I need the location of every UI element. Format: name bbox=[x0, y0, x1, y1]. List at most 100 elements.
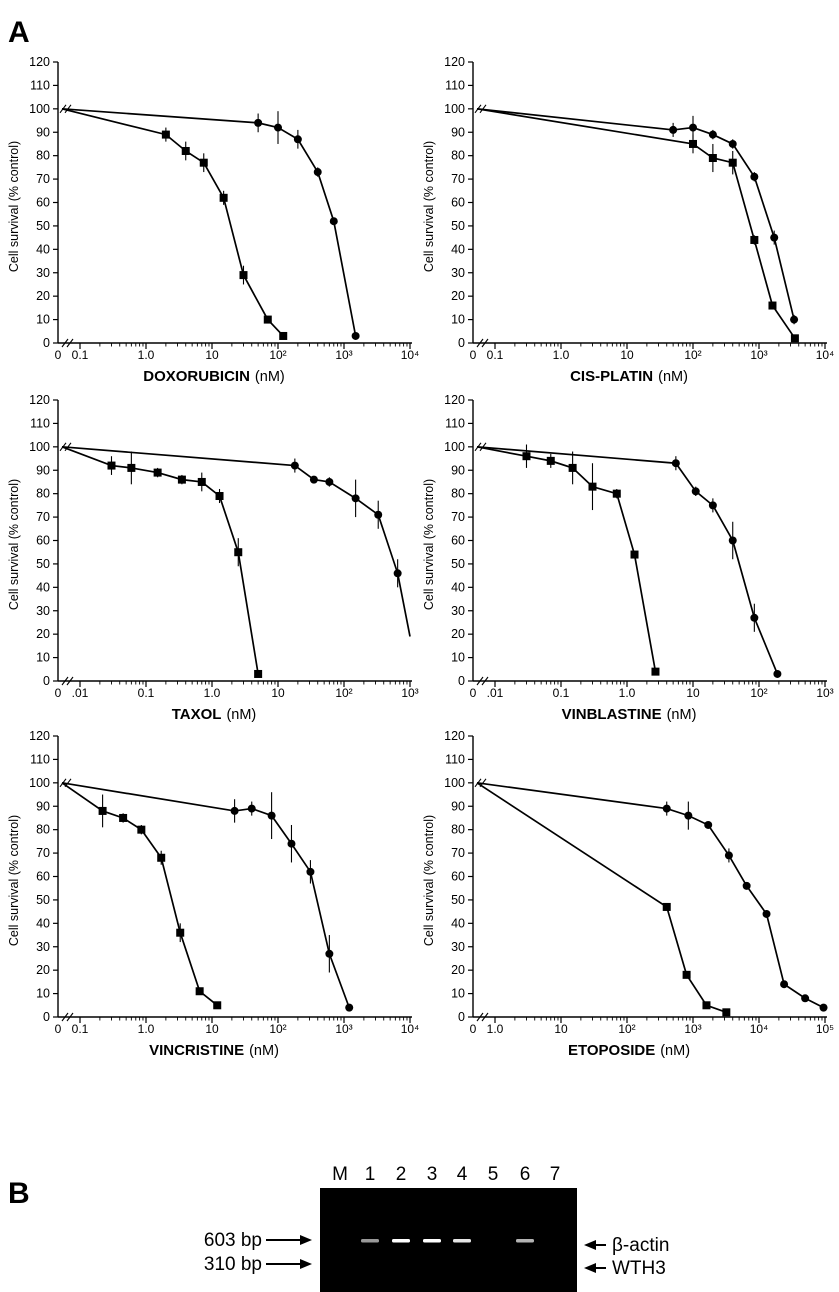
panel-b-label: B bbox=[8, 1177, 30, 1210]
arrow-head bbox=[300, 1235, 312, 1245]
data-point-circle bbox=[724, 851, 733, 860]
data-point-circle bbox=[662, 804, 671, 813]
gel-band bbox=[423, 1239, 441, 1243]
y-tick-label: 30 bbox=[36, 604, 50, 618]
y-tick-label: 110 bbox=[30, 416, 50, 430]
drug-unit: (nM) bbox=[667, 707, 697, 723]
y-tick-label: 0 bbox=[43, 674, 50, 688]
y-tick-label: 120 bbox=[29, 393, 50, 407]
y-tick-label: 90 bbox=[451, 125, 465, 139]
lane-label-6: 6 bbox=[520, 1164, 531, 1185]
data-point-circle bbox=[684, 811, 693, 820]
y-tick-label: 90 bbox=[36, 799, 50, 813]
x-tick-label: 10⁴ bbox=[750, 1022, 769, 1036]
x-tick-label: 0.1 bbox=[487, 348, 504, 362]
x-tick-label: 0 bbox=[470, 348, 477, 362]
y-axis-label: Cell survival (% control) bbox=[7, 479, 21, 610]
x-tick-label: 10³ bbox=[816, 686, 833, 700]
axis-break bbox=[481, 1012, 489, 1022]
y-tick-label: 90 bbox=[36, 463, 50, 477]
x-tick-label: 10 bbox=[205, 1022, 219, 1036]
data-point-square bbox=[213, 1001, 222, 1010]
data-point-square bbox=[239, 271, 248, 280]
y-tick-label: 90 bbox=[451, 463, 465, 477]
y-tick-label: 100 bbox=[29, 440, 50, 454]
y-tick-label: 10 bbox=[451, 651, 465, 665]
y-tick-label: 110 bbox=[445, 752, 465, 766]
drug-unit: (nM) bbox=[660, 1043, 690, 1059]
y-tick-label: 110 bbox=[30, 78, 50, 92]
y-tick-label: 110 bbox=[445, 416, 465, 430]
data-point-square bbox=[689, 139, 697, 148]
data-point-square bbox=[234, 548, 243, 557]
data-point-circle bbox=[267, 811, 276, 820]
data-point-circle bbox=[351, 331, 360, 340]
y-tick-label: 20 bbox=[36, 289, 50, 303]
data-point-square bbox=[682, 970, 691, 979]
drug-name: TAXOL bbox=[172, 706, 222, 723]
x-tick-label: 1.0 bbox=[487, 1022, 504, 1036]
gel-image bbox=[320, 1188, 577, 1292]
data-point-square bbox=[708, 154, 717, 163]
data-point-square bbox=[161, 130, 170, 139]
series-line bbox=[476, 107, 796, 339]
x-tick-label: 10³ bbox=[335, 348, 352, 362]
y-tick-label: 20 bbox=[451, 627, 465, 641]
data-point-circle bbox=[293, 135, 302, 144]
y-tick-label: 50 bbox=[451, 557, 465, 571]
x-tick-label: 10 bbox=[205, 348, 219, 362]
data-point-square bbox=[177, 475, 186, 484]
x-tick-label: 10² bbox=[684, 348, 701, 362]
lane-label-m: M bbox=[332, 1164, 348, 1185]
axis-break bbox=[481, 338, 489, 348]
y-tick-label: 100 bbox=[444, 102, 465, 116]
y-tick-label: 10 bbox=[451, 987, 465, 1001]
y-axis-label: Cell survival (% control) bbox=[422, 141, 436, 272]
y-tick-label: 20 bbox=[451, 289, 465, 303]
data-point-circle bbox=[689, 123, 697, 132]
y-tick-label: 10 bbox=[451, 313, 465, 327]
drug-unit: (nM) bbox=[226, 707, 256, 723]
y-tick-label: 60 bbox=[451, 534, 465, 548]
drug-unit: (nM) bbox=[255, 369, 285, 385]
x-tick-label: 0.1 bbox=[72, 1022, 89, 1036]
y-tick-label: 60 bbox=[451, 196, 465, 210]
y-tick-label: 50 bbox=[36, 219, 50, 233]
data-point-circle bbox=[287, 839, 296, 848]
x-tick-label: 0 bbox=[55, 348, 62, 362]
x-tick-label: .01 bbox=[72, 686, 89, 700]
y-tick-label: 110 bbox=[30, 752, 50, 766]
y-tick-label: 90 bbox=[451, 799, 465, 813]
band-label: β-actin bbox=[612, 1235, 669, 1256]
data-point-square bbox=[522, 452, 531, 461]
y-tick-label: 80 bbox=[451, 149, 465, 163]
drug-unit: (nM) bbox=[658, 369, 688, 385]
data-point-circle bbox=[345, 1003, 354, 1012]
x-tick-label: 10⁴ bbox=[816, 348, 835, 362]
y-tick-label: 50 bbox=[36, 893, 50, 907]
y-tick-label: 50 bbox=[451, 893, 465, 907]
y-tick-label: 20 bbox=[36, 963, 50, 977]
y-tick-label: 50 bbox=[451, 219, 465, 233]
data-point-circle bbox=[773, 669, 782, 678]
x-tick-label: 10³ bbox=[335, 1022, 352, 1036]
data-point-circle bbox=[708, 501, 717, 510]
x-tick-label: 10³ bbox=[750, 348, 767, 362]
panel-a-label: A bbox=[8, 16, 30, 49]
drug-label: VINCRISTINE (nM) bbox=[149, 1042, 279, 1059]
series-line bbox=[61, 781, 351, 1008]
data-point-square bbox=[651, 667, 660, 676]
gel-band bbox=[453, 1239, 471, 1243]
axis-break bbox=[476, 1012, 484, 1022]
data-point-circle bbox=[801, 994, 810, 1003]
x-tick-label: 0.1 bbox=[553, 686, 570, 700]
y-tick-label: 120 bbox=[29, 729, 50, 743]
data-point-circle bbox=[671, 459, 680, 468]
data-point-square bbox=[107, 461, 116, 470]
drug-name: VINCRISTINE bbox=[149, 1042, 244, 1059]
y-tick-label: 60 bbox=[36, 870, 50, 884]
axis-break bbox=[66, 676, 74, 686]
axis-break bbox=[66, 1012, 74, 1022]
drug-name: DOXORUBICIN bbox=[143, 368, 250, 385]
